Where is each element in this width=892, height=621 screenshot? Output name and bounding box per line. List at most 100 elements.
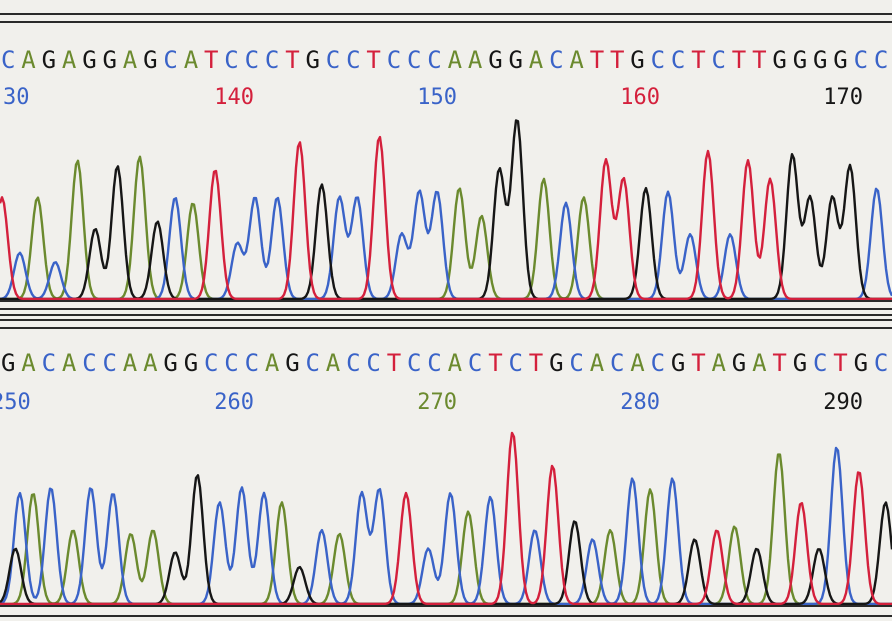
base-call-letter: C: [387, 46, 401, 74]
panel-bottom-position-labels: 250 260 270 280 290: [0, 390, 863, 415]
base-call-letter: G: [103, 46, 117, 74]
base-call-letter: A: [448, 46, 463, 74]
panel-bottom-traces: [0, 431, 892, 606]
base-call-letter: C: [265, 46, 279, 74]
base-call-letter: A: [448, 349, 463, 377]
base-call-letter: T: [691, 46, 705, 74]
base-call-letter: T: [772, 349, 786, 377]
base-call-letter: A: [326, 349, 341, 377]
base-call-letter: C: [610, 349, 624, 377]
base-call-letter: C: [306, 349, 320, 377]
base-call-letter: G: [488, 46, 502, 74]
base-call-letter: C: [346, 349, 360, 377]
base-call-letter: C: [813, 349, 827, 377]
base-call-letter: T: [488, 349, 502, 377]
base-call-letter: A: [123, 349, 138, 377]
base-call-letter: G: [630, 46, 644, 74]
base-call-letter: C: [712, 46, 726, 74]
base-call-letter: G: [285, 349, 299, 377]
position-label: 170: [823, 85, 863, 110]
base-call-letter: G: [82, 46, 96, 74]
base-call-letter: A: [123, 46, 138, 74]
base-call-letter: G: [833, 46, 847, 74]
base-call-letter: G: [732, 349, 746, 377]
base-call-letter: C: [468, 349, 482, 377]
base-call-letter: G: [1, 349, 15, 377]
base-call-letter: A: [630, 349, 645, 377]
base-call-letter: T: [610, 46, 624, 74]
base-call-letter: C: [671, 46, 685, 74]
panel-top-traces: [0, 119, 892, 301]
base-call-letter: C: [427, 46, 441, 74]
base-call-letter: T: [529, 349, 543, 377]
base-call-letter: C: [224, 46, 238, 74]
position-label: 280: [620, 390, 660, 415]
base-call-letter: G: [813, 46, 827, 74]
base-call-letter: C: [326, 46, 340, 74]
base-call-letter: A: [62, 46, 77, 74]
base-call-letter: T: [366, 46, 380, 74]
base-call-letter: C: [245, 46, 259, 74]
base-call-letter: T: [285, 46, 299, 74]
base-call-letter: T: [204, 46, 218, 74]
trace-T: [0, 431, 892, 606]
base-call-letter: C: [651, 349, 665, 377]
base-call-letter: G: [306, 46, 320, 74]
base-call-letter: G: [163, 349, 177, 377]
position-label: 150: [417, 85, 457, 110]
base-call-letter: A: [590, 349, 605, 377]
base-call-letter: C: [42, 349, 56, 377]
trace-T: [0, 135, 892, 301]
base-call-letter: C: [1, 46, 15, 74]
base-call-letter: G: [184, 349, 198, 377]
base-call-letter: A: [184, 46, 199, 74]
position-label: 290: [823, 390, 863, 415]
panel-top-position-labels: 30 140 150 160 170: [3, 85, 863, 110]
base-call-letter: C: [245, 349, 259, 377]
base-call-letter: C: [163, 46, 177, 74]
position-label: 160: [620, 85, 660, 110]
base-call-letter: G: [549, 349, 563, 377]
position-label: 30: [3, 85, 30, 110]
base-call-letter: T: [691, 349, 705, 377]
base-call-letter: C: [874, 349, 888, 377]
base-call-letter: A: [529, 46, 544, 74]
position-label: 140: [214, 85, 254, 110]
base-call-letter: C: [407, 46, 421, 74]
base-call-letter: A: [21, 46, 36, 74]
base-call-letter: C: [366, 349, 380, 377]
base-call-letter: A: [468, 46, 483, 74]
base-call-letter: G: [793, 349, 807, 377]
base-call-letter: A: [265, 349, 280, 377]
base-call-letter: C: [224, 349, 238, 377]
base-call-letter: G: [793, 46, 807, 74]
position-label: 250: [0, 390, 31, 415]
base-call-letter: C: [874, 46, 888, 74]
position-label: 270: [417, 390, 457, 415]
base-call-letter: A: [712, 349, 727, 377]
base-call-letter: G: [42, 46, 56, 74]
base-call-letter: G: [854, 349, 868, 377]
base-call-letter: A: [62, 349, 77, 377]
base-call-letter: C: [427, 349, 441, 377]
position-label: 260: [214, 390, 254, 415]
base-call-letter: C: [569, 349, 583, 377]
base-call-letter: T: [387, 349, 401, 377]
base-call-letter: T: [833, 349, 847, 377]
base-call-letter: C: [651, 46, 665, 74]
base-call-letter: C: [103, 349, 117, 377]
base-call-letter: T: [590, 46, 604, 74]
base-call-letter: T: [732, 46, 746, 74]
base-call-letter: C: [549, 46, 563, 74]
base-call-letter: C: [82, 349, 96, 377]
base-call-letter: G: [671, 349, 685, 377]
base-call-letter: C: [204, 349, 218, 377]
base-call-letter: C: [346, 46, 360, 74]
base-call-letter: G: [772, 46, 786, 74]
